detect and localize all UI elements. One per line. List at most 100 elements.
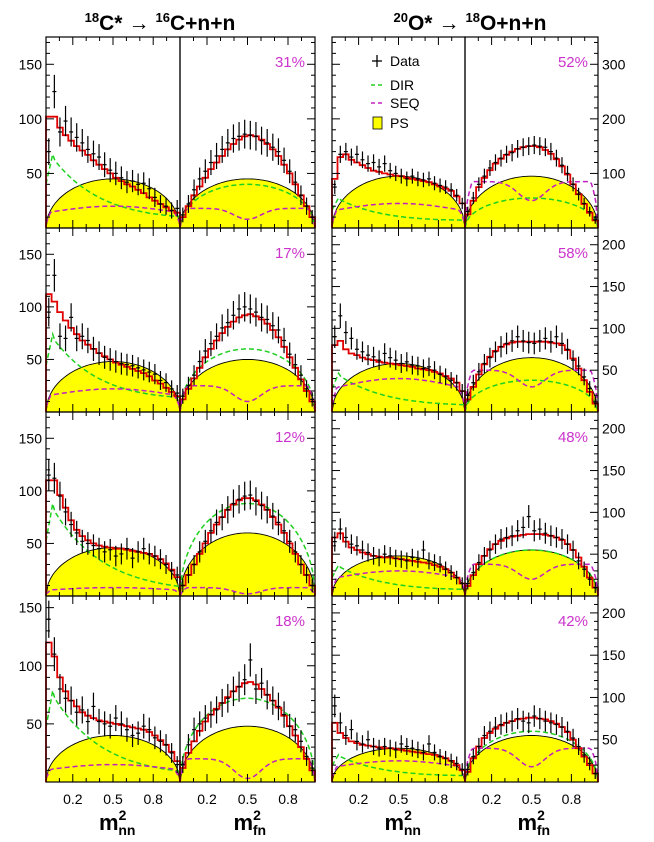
data-point [265, 305, 270, 334]
data-point [253, 674, 258, 704]
data-point [310, 760, 315, 776]
data-point [510, 144, 515, 162]
data-point [80, 529, 85, 553]
x-tick-label: 0.8 [429, 791, 449, 807]
data-point [338, 145, 343, 163]
data-point [152, 364, 157, 385]
data-point [259, 126, 264, 155]
percent-label: 52% [558, 54, 588, 71]
data-point [85, 135, 90, 163]
dir-curve [331, 196, 465, 221]
seq-curve [179, 384, 316, 413]
data-point [559, 717, 564, 738]
data-point [85, 532, 90, 555]
data-point [102, 152, 107, 178]
data-point [382, 737, 387, 756]
data-point [343, 527, 348, 548]
panel-18C-row4-nn: 50 100 150 [19, 595, 181, 783]
data-point [130, 548, 135, 569]
percent-label: 42% [558, 613, 588, 630]
data-point [587, 756, 592, 771]
data-point [510, 525, 515, 547]
data-point [487, 347, 492, 368]
dir-curve [464, 549, 599, 597]
data-point [443, 368, 448, 386]
fit-histogram [464, 145, 599, 228]
seq-curve [45, 388, 181, 408]
data-point [203, 705, 208, 732]
data-point [214, 142, 219, 169]
data-point [52, 258, 57, 292]
data-point [253, 122, 258, 151]
data-point [102, 711, 107, 737]
data-point [438, 178, 443, 193]
data-point [548, 142, 553, 161]
data-point [225, 683, 230, 713]
data-point [192, 365, 197, 386]
data-point [360, 341, 365, 363]
data-point [130, 354, 135, 377]
data-point [136, 541, 141, 563]
dir-curve [179, 697, 316, 783]
data-point [554, 714, 559, 735]
data-point [203, 159, 208, 184]
seq-curve [464, 369, 599, 413]
data-point [360, 735, 365, 753]
data-point [399, 550, 404, 568]
data-point [487, 160, 492, 176]
data-point [136, 173, 141, 196]
data-point [231, 489, 236, 518]
data-point [298, 185, 303, 206]
fit-histogram [331, 532, 466, 596]
data-point [214, 323, 219, 350]
y-tick-label: 200 [602, 237, 626, 253]
y-tick-label: 200 [602, 421, 626, 437]
data-point [63, 105, 68, 137]
data-point [57, 481, 62, 511]
data-point [152, 187, 157, 208]
data-point [559, 332, 564, 355]
data-point [63, 683, 68, 713]
data-point [393, 549, 398, 568]
data-point [147, 178, 152, 200]
data-point [147, 717, 152, 742]
data-point [432, 176, 437, 191]
data-point [415, 550, 420, 568]
data-point [482, 726, 487, 745]
data-point [515, 520, 520, 542]
data-point [242, 119, 247, 149]
data-point [499, 714, 504, 735]
data-point [432, 554, 437, 571]
x-tick-label: 0.8 [278, 791, 298, 807]
ps-area [464, 175, 599, 229]
data-point [97, 537, 102, 560]
x-axis-label: m2 nn [385, 807, 421, 838]
data-point [180, 578, 185, 593]
dir-curve [179, 183, 316, 229]
data-point [465, 388, 470, 402]
data-point [298, 554, 303, 574]
y-tick-label: 150 [19, 56, 43, 72]
data-point [108, 158, 113, 183]
percent-label: 18% [275, 613, 305, 630]
legend-label-seq: SEQ [390, 95, 420, 111]
data-point [169, 561, 174, 580]
fit-histogram [179, 313, 316, 412]
y-tick-label: 100 [602, 689, 626, 705]
y-tick-label: 150 [602, 647, 626, 663]
data-point [338, 712, 343, 734]
data-point [74, 123, 79, 152]
x-tick-label: 0.5 [103, 791, 123, 807]
data-point [532, 705, 537, 727]
data-point [287, 342, 292, 366]
data-point [388, 162, 393, 179]
data-point [80, 128, 85, 157]
data-point [85, 708, 90, 735]
data-point [571, 350, 576, 370]
data-point [276, 316, 281, 344]
data-point [465, 206, 470, 217]
data-point [582, 561, 587, 577]
data-point [52, 74, 57, 109]
